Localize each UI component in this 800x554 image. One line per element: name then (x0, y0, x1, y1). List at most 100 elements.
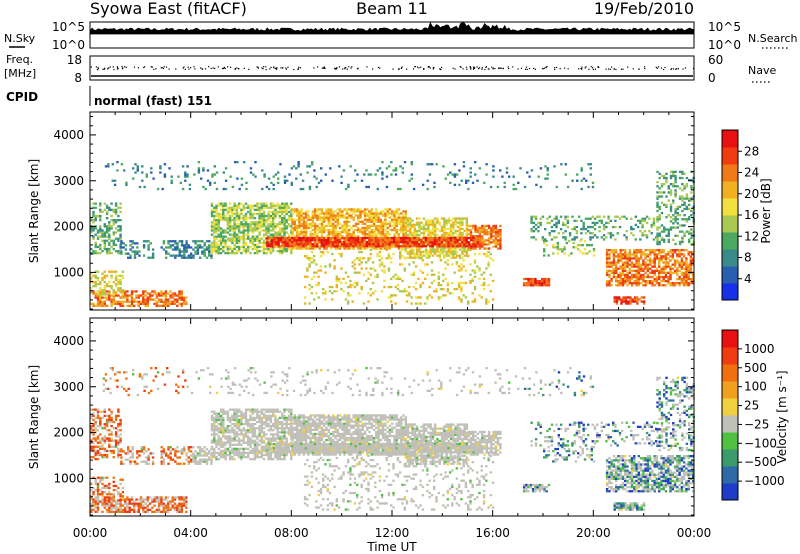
echo-cell (365, 236, 369, 240)
echo-cell (133, 256, 137, 259)
echo-cell (219, 239, 223, 242)
echo-cell (447, 221, 450, 224)
freq-dot (202, 68, 204, 70)
echo-cell (228, 210, 232, 214)
freq-dot (692, 67, 695, 70)
echo-cell (238, 235, 241, 238)
echo-cell (213, 250, 216, 253)
echo-cell (447, 236, 450, 240)
echo-cell (395, 208, 398, 211)
freq-dot (143, 66, 145, 69)
echo-cell (171, 244, 175, 247)
echo-cell (620, 300, 623, 303)
echo-cell (429, 229, 432, 233)
echo-cell (272, 214, 275, 218)
echo-cell (492, 224, 495, 228)
echo-cell (447, 227, 450, 230)
echo-cell (626, 257, 629, 260)
echo-cell (619, 249, 622, 252)
freq-dot (201, 68, 203, 70)
echo-cell (438, 246, 441, 249)
echo-cell (396, 275, 400, 278)
echo-cell (361, 228, 364, 232)
echo-cell (465, 233, 469, 237)
echo-cell (544, 228, 547, 231)
echo-cell (579, 250, 582, 253)
echo-cell (135, 300, 138, 303)
echo-cell (687, 275, 690, 279)
echo-cell (414, 288, 418, 291)
echo-cell (658, 191, 661, 194)
echo-cell (452, 217, 455, 220)
echo-cell (667, 280, 670, 283)
echo-cell (178, 294, 181, 297)
echo-cell (482, 271, 486, 274)
echo-cell (350, 245, 353, 248)
echo-cell (639, 269, 643, 272)
echo-cell (334, 226, 337, 230)
echo-cell (424, 263, 427, 266)
echo-cell (683, 172, 686, 175)
echo-cell (272, 233, 275, 236)
echo-cell (401, 167, 404, 170)
echo-cell (372, 224, 376, 228)
echo-cell (342, 277, 345, 280)
echo-cell (350, 241, 353, 244)
echo-cell (669, 269, 672, 272)
echo-cell (268, 243, 271, 246)
echo-cell (105, 298, 109, 301)
echo-cell (449, 171, 452, 174)
echo-cell (439, 283, 443, 287)
echo-cell (469, 281, 472, 285)
echo-cell (105, 252, 109, 255)
echo-cell (464, 269, 468, 272)
echo-cell (183, 248, 186, 251)
echo-cell (644, 284, 647, 287)
echo-cell (653, 263, 656, 266)
echo-cell (637, 282, 640, 285)
echo-cell (222, 171, 225, 174)
freq-dot (336, 67, 338, 69)
echo-cell (460, 281, 463, 285)
echo-cell (162, 294, 165, 297)
echo-cell (637, 263, 640, 266)
echo-cell (306, 255, 309, 258)
echo-cell (674, 220, 677, 223)
echo-cell (314, 235, 317, 238)
echo-cell (530, 219, 533, 222)
echo-cell (397, 228, 401, 232)
echo-cell (184, 171, 187, 174)
echo-cell (350, 239, 353, 242)
echo-cell (556, 246, 559, 249)
freq-dot (298, 66, 300, 68)
echo-cell (571, 179, 574, 182)
echo-cell (598, 230, 601, 233)
echo-cell (667, 271, 670, 274)
echo-cell (641, 223, 644, 227)
echo-cell (681, 218, 684, 221)
echo-cell (642, 267, 645, 270)
echo-cell (96, 300, 100, 303)
echo-cell (635, 249, 638, 252)
echo-cell (447, 233, 450, 237)
echo-cell (653, 253, 656, 256)
echo-cell (306, 171, 309, 174)
echo-cell (130, 290, 134, 293)
echo-cell (463, 243, 466, 246)
echo-cell (322, 250, 325, 254)
echo-cell (136, 169, 139, 172)
echo-cell (639, 251, 643, 254)
echo-cell (350, 247, 353, 250)
echo-cell (527, 282, 530, 285)
echo-cell (409, 219, 412, 222)
echo-cell (228, 229, 232, 232)
echo-cell (311, 214, 315, 217)
echo-cell (165, 246, 168, 249)
echo-cell (233, 245, 236, 249)
echo-cell (433, 236, 437, 240)
echo-cell (369, 267, 372, 270)
echo-cell (322, 252, 325, 256)
echo-cell (379, 226, 383, 230)
echo-cell (297, 239, 301, 242)
echo-cell (460, 285, 463, 289)
